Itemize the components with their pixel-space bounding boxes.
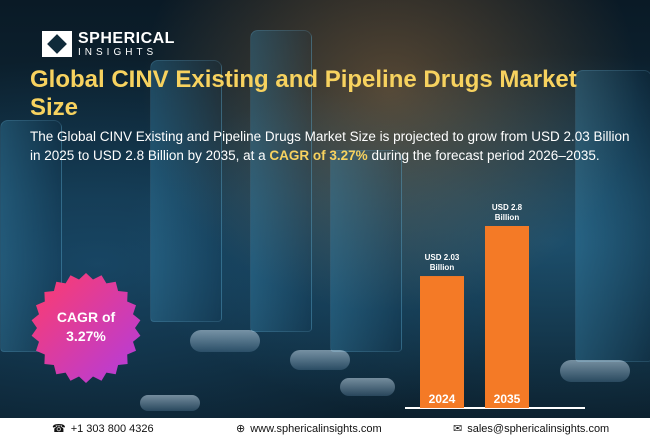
data-label-2035-0: USD 2.8	[492, 203, 523, 212]
bottle-decor	[330, 150, 402, 352]
pill-decor	[560, 360, 630, 382]
pill-decor	[340, 378, 395, 396]
tick-label-2024: 2024	[429, 392, 456, 406]
description: The Global CINV Existing and Pipeline Dr…	[30, 128, 640, 165]
data-label-2035-1: Billion	[495, 213, 520, 222]
description-part1: The Global CINV Existing and Pipeline Dr…	[30, 129, 630, 163]
page-title: Global CINV Existing and Pipeline Drugs …	[30, 66, 577, 121]
cagr-badge-icon	[31, 273, 141, 383]
data-label-2024-0: USD 2.03	[425, 253, 460, 262]
footer-phone: ☎ +1 303 800 4326	[52, 422, 154, 436]
cagr-badge: CAGR of 3.27%	[30, 308, 142, 346]
globe-icon: ⊕	[236, 423, 246, 435]
pill-decor	[290, 350, 350, 370]
email-link[interactable]: sales@sphericalinsights.com	[467, 422, 610, 435]
bottle-decor	[150, 60, 222, 322]
phone-icon: ☎	[52, 423, 66, 435]
cagr-badge-line2: 3.27%	[66, 328, 106, 344]
cagr-highlight: CAGR of 3.27%	[269, 147, 368, 163]
cagr-badge-line1: CAGR of	[56, 309, 116, 325]
tick-label-2035: 2035	[494, 392, 521, 406]
bottle-decor	[0, 120, 62, 352]
phone-number: +1 303 800 4326	[70, 422, 154, 435]
brand-name: SPHERICAL	[78, 30, 175, 47]
bottle-decor	[250, 30, 312, 332]
footer-email[interactable]: ✉ sales@sphericalinsights.com	[453, 422, 610, 436]
mail-icon: ✉	[453, 423, 463, 435]
website-link[interactable]: www.sphericalinsights.com	[250, 422, 382, 435]
footer: ☎ +1 303 800 4326 ⊕ www.sphericalinsight…	[0, 418, 650, 440]
pill-decor	[140, 395, 200, 411]
brand-tagline: INSIGHTS	[78, 47, 158, 58]
data-label-2024-1: Billion	[430, 263, 455, 272]
pill-decor	[190, 330, 260, 352]
bottle-decor	[575, 70, 650, 362]
bar-2035	[485, 226, 529, 408]
brand-logo: SPHERICAL INSIGHTS	[42, 30, 175, 58]
bar-2024	[420, 276, 464, 408]
description-part2: during the forecast period 2026–2035.	[367, 147, 600, 163]
footer-website[interactable]: ⊕ www.sphericalinsights.com	[236, 422, 382, 436]
logo-icon	[42, 31, 72, 57]
